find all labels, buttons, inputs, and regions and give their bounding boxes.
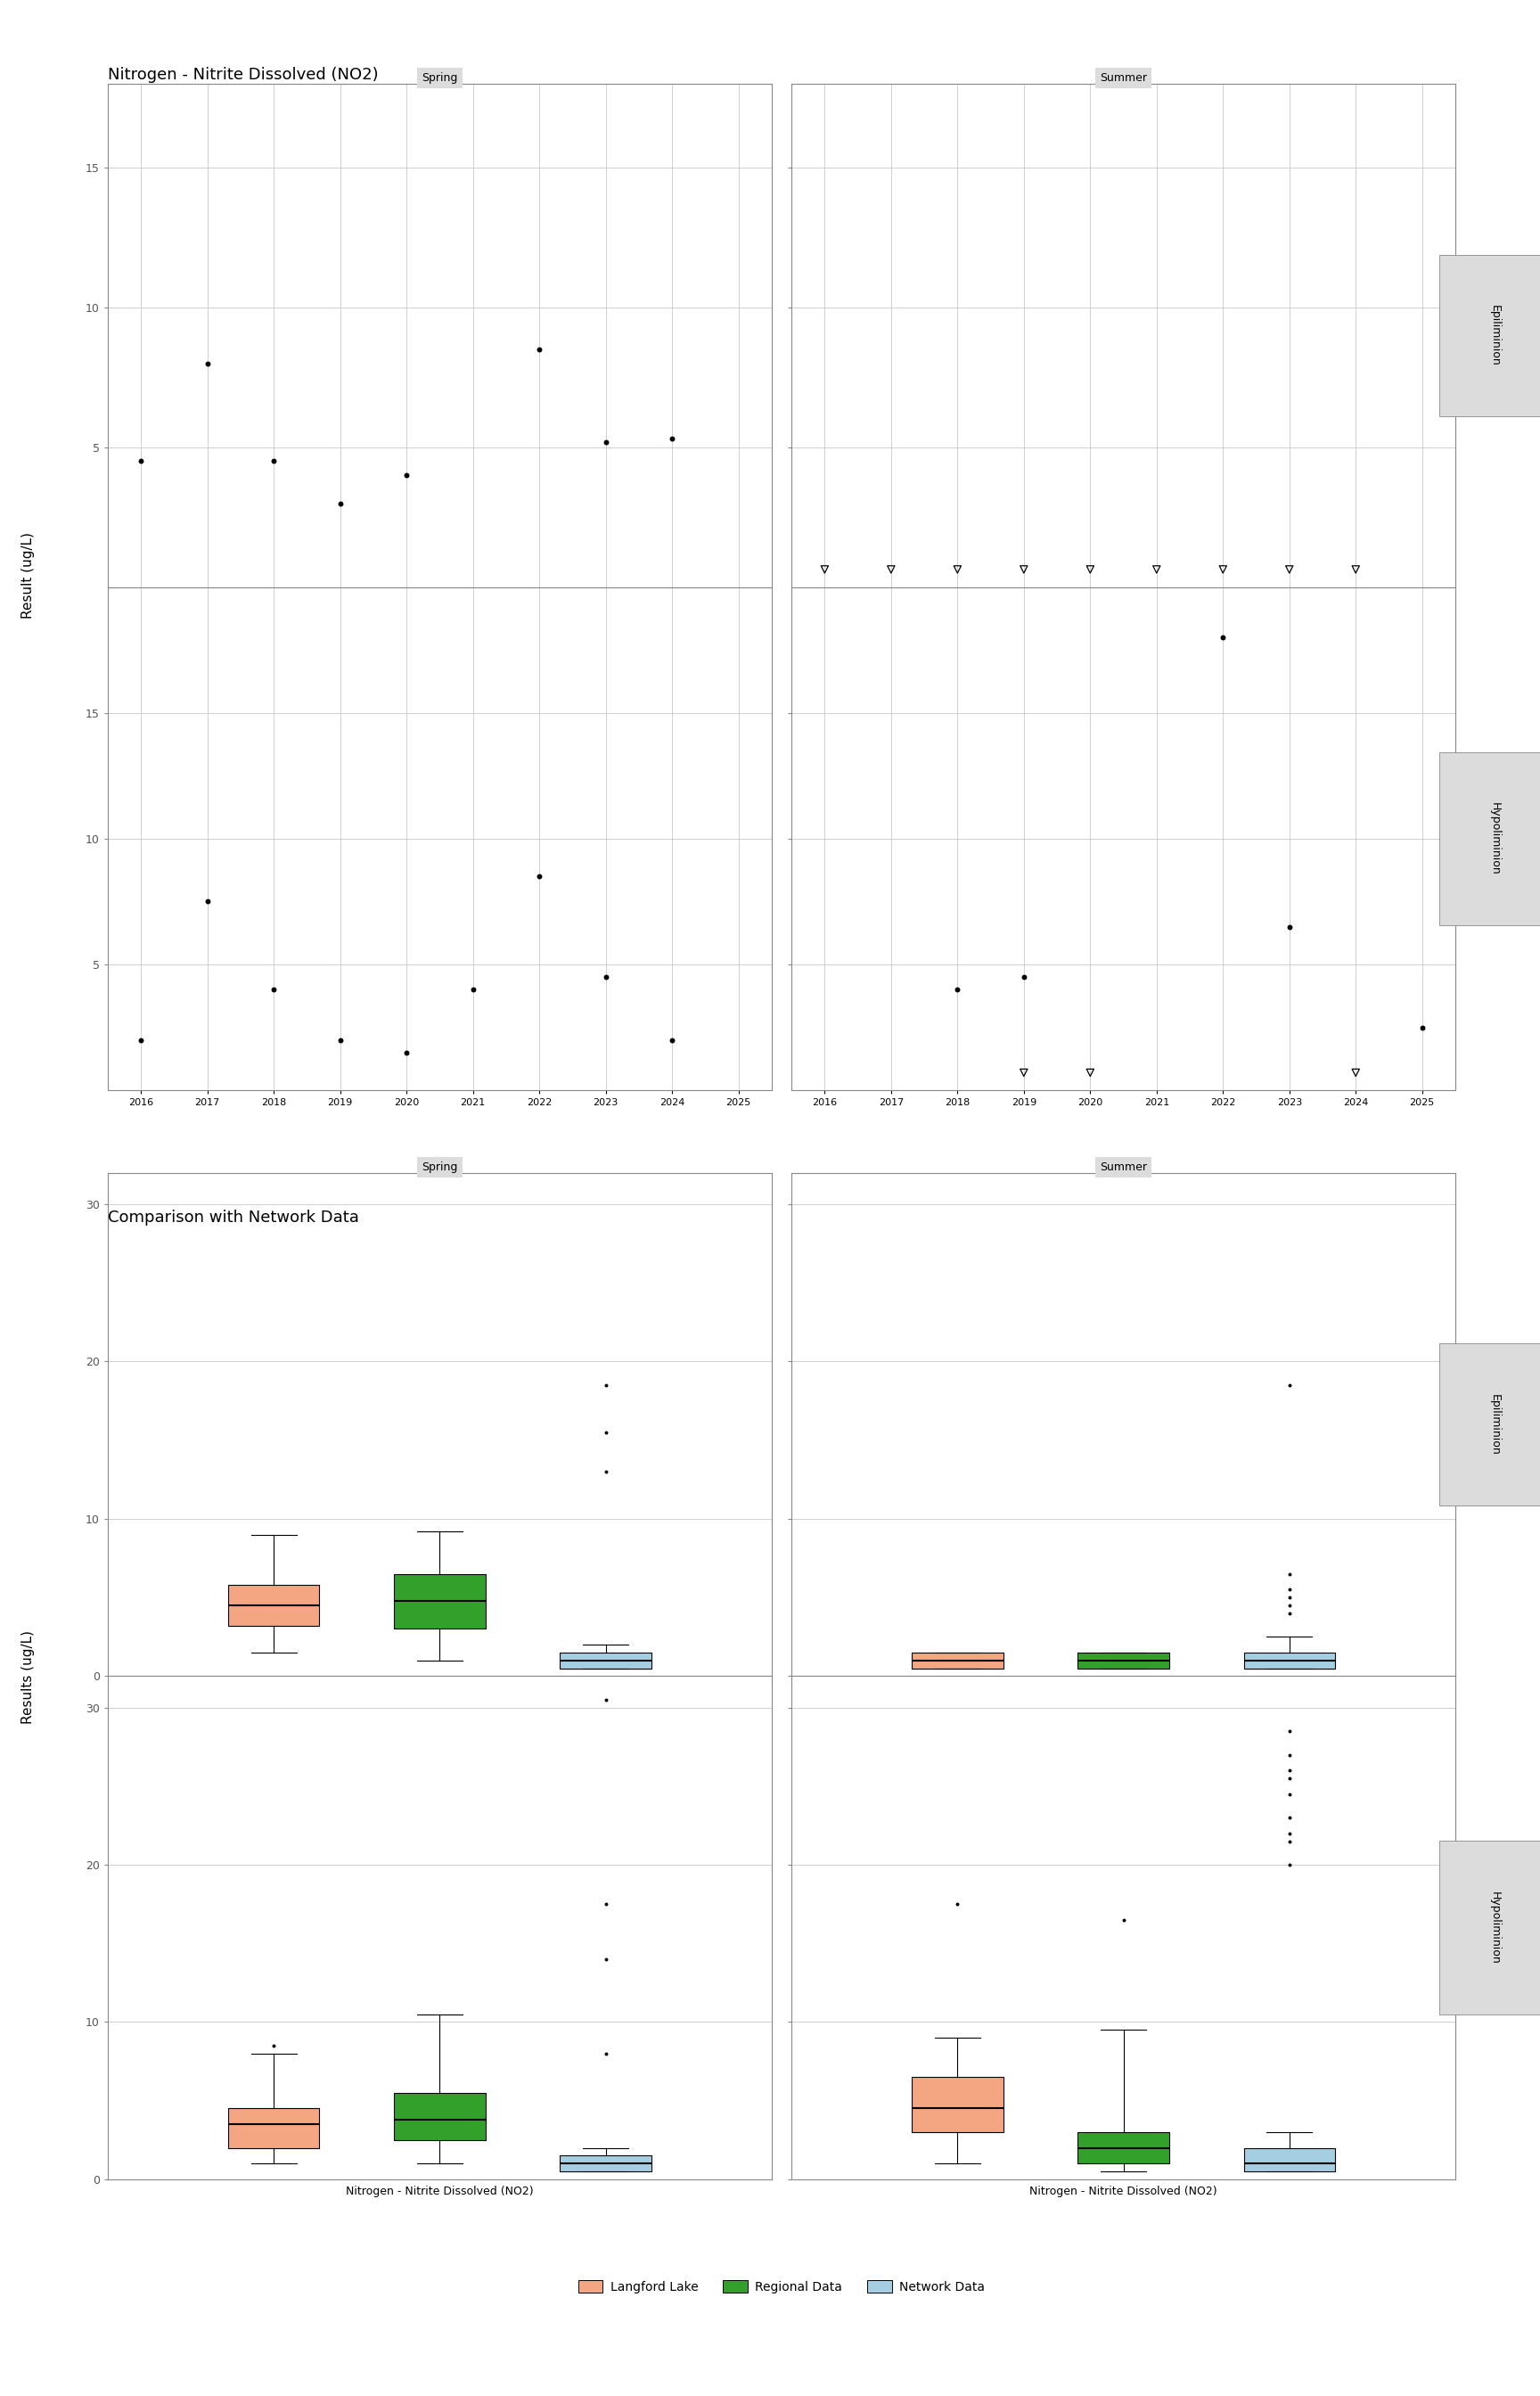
Point — [1277, 908, 1301, 946]
Point — [593, 1941, 618, 1979]
Point — [129, 1021, 154, 1059]
Text: Result (ug/L): Result (ug/L) — [22, 532, 34, 618]
Point — [394, 1033, 419, 1071]
Point — [946, 970, 970, 1009]
Bar — [912, 2077, 1003, 2132]
Bar — [1078, 2132, 1169, 2164]
Point — [593, 1414, 618, 1452]
Point — [1277, 1799, 1301, 1838]
Point — [946, 551, 970, 589]
Text: Results (ug/L): Results (ug/L) — [22, 1629, 34, 1725]
Point — [1277, 1814, 1301, 1852]
Point — [328, 484, 353, 522]
Point — [593, 2034, 618, 2073]
Point — [460, 970, 485, 1009]
Bar — [1244, 2147, 1335, 2171]
Point — [1277, 1821, 1301, 1859]
Point — [262, 2027, 286, 2065]
Point — [1012, 1054, 1036, 1093]
Point — [1277, 1569, 1301, 1608]
Point — [262, 443, 286, 482]
Point — [1343, 1054, 1368, 1093]
Title: Summer: Summer — [1100, 72, 1147, 84]
Point — [196, 345, 220, 383]
Point — [1343, 551, 1368, 589]
Point — [593, 1886, 618, 1924]
Point — [1277, 1759, 1301, 1797]
Point — [1277, 1586, 1301, 1624]
Text: Comparison with Network Data: Comparison with Network Data — [108, 1210, 359, 1227]
Point — [1078, 1054, 1103, 1093]
Point — [1144, 551, 1169, 589]
Point — [527, 331, 551, 369]
Point — [1277, 1775, 1301, 1814]
Bar — [561, 2156, 651, 2171]
Bar — [1078, 1653, 1169, 1668]
X-axis label: Nitrogen - Nitrite Dissolved (NO2): Nitrogen - Nitrite Dissolved (NO2) — [346, 2185, 533, 2197]
Bar — [912, 1653, 1003, 1668]
Point — [1277, 1735, 1301, 1773]
Title: Summer: Summer — [1100, 1162, 1147, 1172]
Point — [1277, 551, 1301, 589]
Bar — [394, 2092, 485, 2140]
Point — [813, 551, 838, 589]
Point — [879, 551, 904, 589]
Point — [659, 419, 684, 458]
Text: Hypoliminion: Hypoliminion — [1489, 803, 1500, 875]
Text: Epiliminion: Epiliminion — [1489, 1394, 1500, 1454]
Point — [593, 422, 618, 460]
Legend: Langford Lake, Regional Data, Network Data: Langford Lake, Regional Data, Network Da… — [573, 2276, 990, 2298]
Point — [328, 1021, 353, 1059]
Bar — [561, 1653, 651, 1668]
Point — [129, 443, 154, 482]
Point — [1110, 1900, 1135, 1938]
Point — [659, 1021, 684, 1059]
Point — [1277, 1751, 1301, 1790]
Point — [1012, 551, 1036, 589]
Bar — [1244, 1653, 1335, 1668]
Point — [1277, 1366, 1301, 1404]
Point — [1277, 1555, 1301, 1593]
Point — [1210, 618, 1235, 657]
Text: Hypoliminion: Hypoliminion — [1489, 1890, 1500, 1965]
Bar — [228, 2108, 319, 2147]
Point — [1277, 1579, 1301, 1617]
Point — [527, 858, 551, 896]
X-axis label: Nitrogen - Nitrite Dissolved (NO2): Nitrogen - Nitrite Dissolved (NO2) — [1030, 2185, 1217, 2197]
Point — [1277, 1845, 1301, 1883]
Point — [1012, 958, 1036, 997]
Bar — [394, 1574, 485, 1629]
Title: Spring: Spring — [422, 1162, 457, 1172]
Point — [394, 455, 419, 494]
Bar — [228, 1584, 319, 1627]
Point — [262, 970, 286, 1009]
Point — [946, 1886, 970, 1924]
Point — [593, 958, 618, 997]
Point — [593, 1452, 618, 1490]
Point — [196, 882, 220, 920]
Point — [1078, 551, 1103, 589]
Point — [1409, 1009, 1434, 1047]
Point — [593, 1366, 618, 1404]
Title: Spring: Spring — [422, 72, 457, 84]
Point — [1210, 551, 1235, 589]
Point — [593, 1680, 618, 1718]
Point — [1277, 1711, 1301, 1749]
Point — [1277, 1593, 1301, 1632]
Text: Nitrogen - Nitrite Dissolved (NO2): Nitrogen - Nitrite Dissolved (NO2) — [108, 67, 379, 84]
Text: Epiliminion: Epiliminion — [1489, 304, 1500, 367]
